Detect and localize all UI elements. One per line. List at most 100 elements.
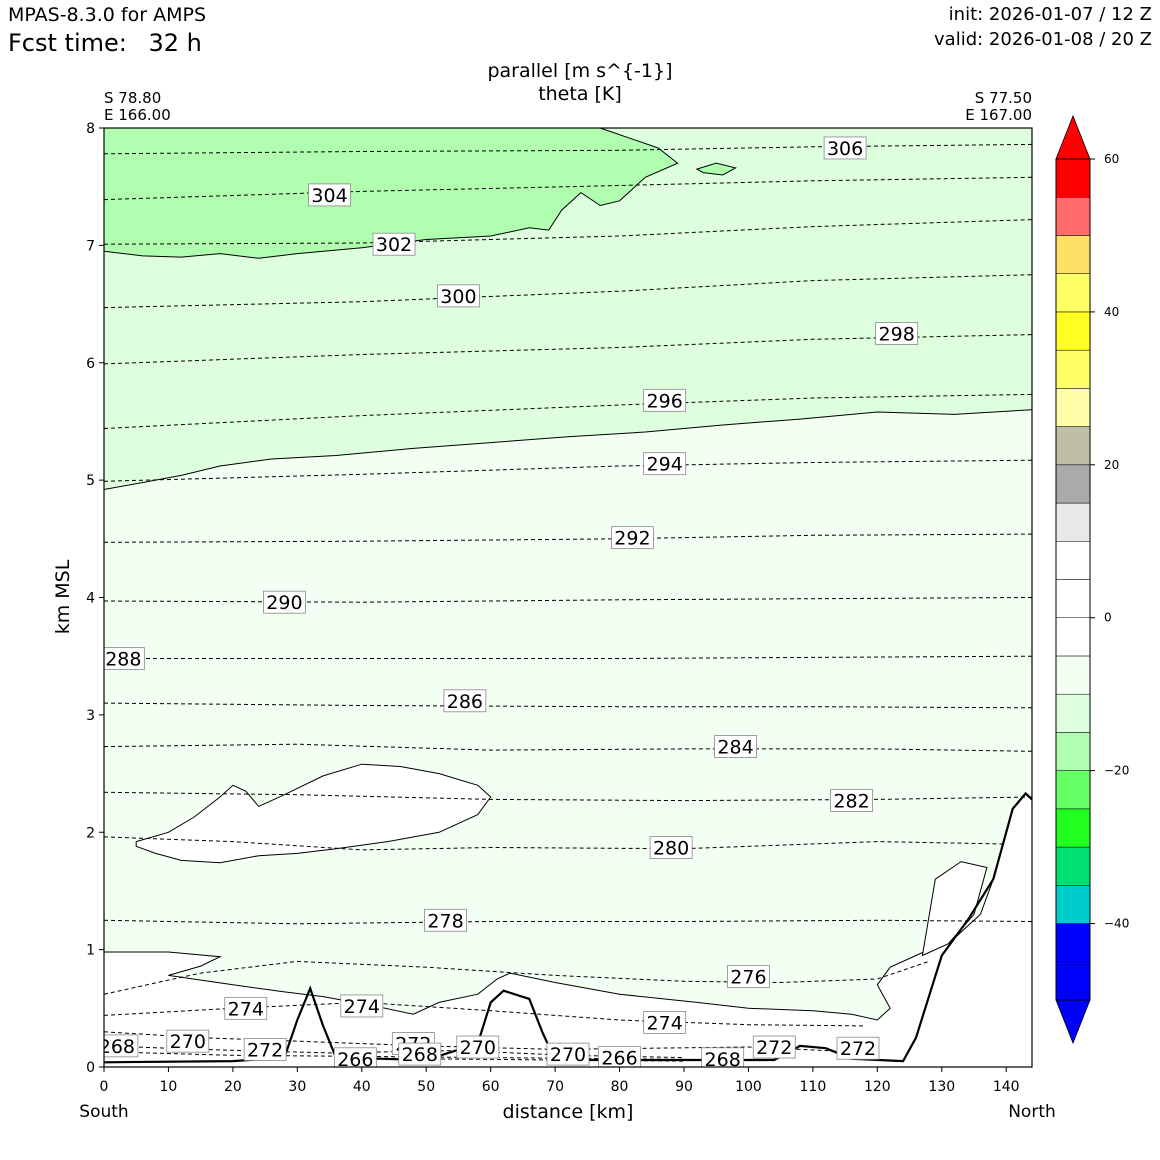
x-tick-label: 80 — [611, 1079, 629, 1095]
colorbar-bin — [1055, 464, 1091, 504]
contour-label: 298 — [879, 323, 915, 345]
theta-contour-300 — [104, 274, 1032, 309]
x-tick-label: 10 — [160, 1079, 178, 1095]
contour-label-box — [243, 1037, 287, 1061]
colorbar-bin — [1055, 502, 1091, 542]
contour-label: 300 — [440, 286, 476, 308]
contour-label: 270 — [170, 1031, 206, 1053]
contour-label-box — [443, 689, 487, 713]
contour-label-box — [823, 136, 867, 160]
contour-label-box — [372, 232, 416, 256]
contour-label: 272 — [840, 1038, 876, 1060]
y-tick-label: 5 — [86, 473, 95, 489]
forecast-time: Fcst time: 32 h — [8, 29, 202, 57]
colorbar-bin — [1055, 655, 1091, 695]
contour-label-box — [104, 1034, 139, 1058]
x-tick-label: 30 — [288, 1079, 306, 1095]
contour-label-box — [752, 1035, 796, 1059]
contour-label: 290 — [266, 592, 302, 614]
model-name: MPAS-8.3.0 for AMPS — [8, 4, 207, 26]
colorbar-frame — [1055, 158, 1091, 1001]
contour-label-box — [643, 1010, 687, 1034]
wind-boundary-line — [104, 409, 1032, 490]
chart-title-theta: theta [K] — [538, 83, 622, 105]
theta-contour-306 — [104, 143, 1032, 155]
calm-wind-region — [921, 861, 988, 957]
colorbar-bin — [1055, 693, 1091, 733]
theta-contour-286 — [104, 702, 1032, 709]
y-tick-label: 0 — [86, 1060, 95, 1076]
x-tick-label: 100 — [735, 1079, 762, 1095]
colorbar-bin — [1055, 273, 1091, 313]
chart-title-wind: parallel [m s^{-1}] — [487, 60, 673, 82]
colorbar-bin — [1055, 617, 1091, 657]
x-tick-label: 140 — [993, 1079, 1020, 1095]
colorbar-bin — [1055, 923, 1091, 963]
contour-label: 284 — [717, 737, 753, 759]
contour-label: 268 — [402, 1044, 438, 1066]
theta-contour-278 — [104, 919, 1032, 925]
y-tick-label: 3 — [86, 708, 95, 724]
colorbar-bin — [1055, 579, 1091, 618]
contour-label-box — [714, 735, 757, 758]
contour-label: 272 — [247, 1039, 283, 1061]
wind-boundary-line — [104, 128, 679, 259]
colorbar-bin — [1055, 846, 1091, 886]
x-tick-label: 70 — [546, 1079, 564, 1095]
x-tick-label: 40 — [353, 1079, 371, 1095]
contour-label-box — [836, 1036, 880, 1060]
contour-label: 296 — [647, 390, 683, 412]
colorbar-bin — [1055, 770, 1091, 810]
contour-label-box — [224, 996, 268, 1020]
x-tick-label: 20 — [224, 1079, 242, 1095]
contour-label: 304 — [311, 185, 347, 207]
y-axis-label: km MSL — [52, 559, 74, 634]
contour-label: 278 — [427, 910, 463, 932]
start-lat: S 78.80 — [104, 89, 161, 107]
colorbar-bin — [1055, 235, 1091, 274]
colorbar-bin — [1055, 961, 1091, 1001]
colorbar-bin — [1055, 311, 1091, 351]
contour-label-box — [424, 908, 467, 932]
x-tick-label: 130 — [928, 1079, 955, 1095]
y-tick-label: 7 — [86, 238, 95, 254]
contour-label-box — [598, 1046, 641, 1067]
contour-label: 288 — [105, 649, 141, 671]
colorbar-tick-label: 20 — [1104, 458, 1119, 472]
colorbar-bin — [1055, 196, 1091, 236]
colorbar-tick-label: −20 — [1104, 764, 1129, 778]
theta-contour-284 — [104, 743, 1032, 752]
south-label: South — [79, 1102, 128, 1122]
colorbar: 60 40 20 0 −20 −40 — [1055, 114, 1129, 1045]
contour-label: 282 — [833, 791, 869, 813]
contour-label-box — [875, 322, 919, 345]
valid-time: valid: 2026-01-08 / 20 Z — [934, 29, 1152, 50]
contour-label: 274 — [647, 1012, 683, 1034]
contour-label-box — [263, 590, 306, 614]
y-tick-label: 6 — [86, 356, 95, 372]
colorbar-bin — [1055, 885, 1091, 924]
contour-label: 286 — [447, 691, 483, 713]
init-time: init: 2026-01-07 / 12 Z — [948, 4, 1152, 25]
contour-label: 268 — [705, 1049, 741, 1071]
contour-label: 270 — [460, 1037, 496, 1059]
theta-contour-282 — [104, 791, 1032, 802]
theta-contour-292 — [104, 533, 1032, 543]
y-tick-label: 4 — [86, 591, 95, 607]
contour-label: 276 — [730, 967, 766, 989]
theta-contour-294 — [104, 459, 1032, 482]
contour-label-box — [830, 789, 873, 812]
contour-label-box — [308, 183, 351, 207]
contour-label: 280 — [653, 838, 689, 860]
contour-label: 292 — [614, 528, 650, 550]
contour-label-box — [649, 836, 693, 859]
theta-contour-304 — [104, 176, 1032, 201]
contour-label: 302 — [376, 234, 412, 256]
contour-label-box — [611, 526, 654, 550]
theta-contour-276 — [104, 960, 930, 995]
contour-label: 294 — [647, 454, 683, 476]
x-tick-label: 120 — [864, 1079, 891, 1095]
contour-label-box — [333, 1047, 377, 1067]
wind-cell-small — [695, 162, 737, 176]
